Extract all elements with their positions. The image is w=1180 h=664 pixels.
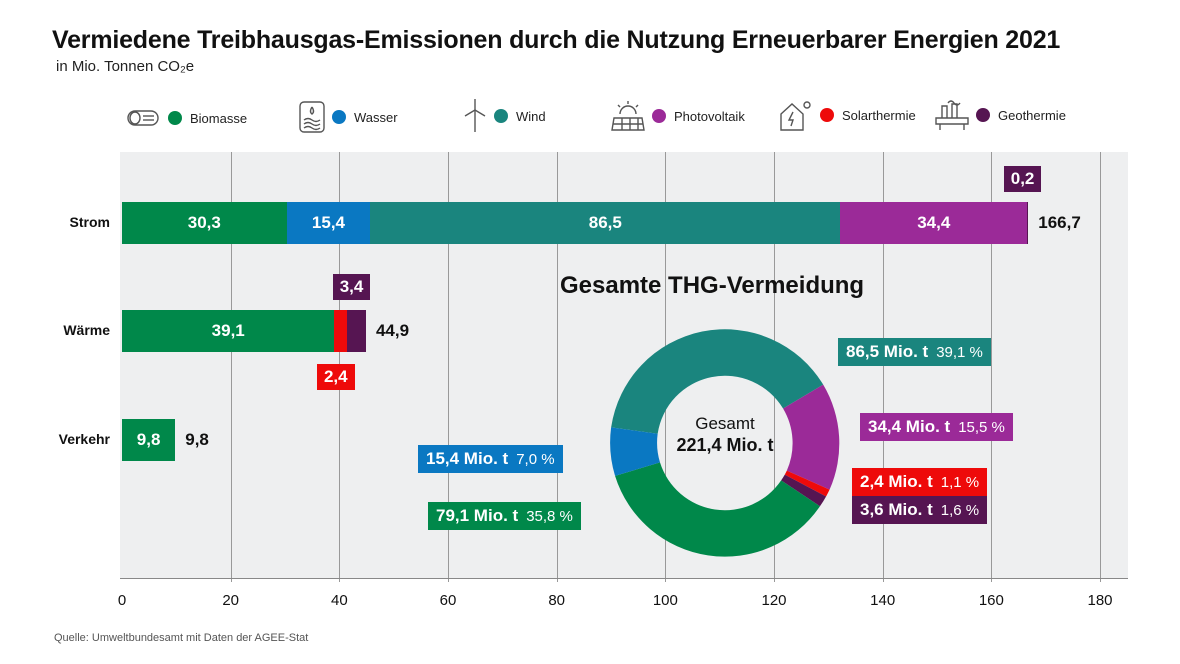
- legend-item-photovoltaik: Photovoltaik: [610, 100, 745, 132]
- legend-dot: [976, 108, 990, 122]
- biomass-log-icon: [127, 110, 159, 126]
- bar-segment-solarthermie: [334, 310, 348, 352]
- legend-dot: [652, 109, 666, 123]
- bar-value-tag: 3,4: [332, 274, 371, 300]
- x-tick-label: 60: [439, 592, 457, 609]
- x-tick-label: 120: [761, 592, 787, 609]
- bar-segment-wind: 86,5: [370, 202, 841, 244]
- callout-percent: 39,1 %: [936, 344, 983, 361]
- bar-value-label: 15,4: [311, 213, 345, 232]
- donut-slice-photovoltaik: [783, 384, 840, 490]
- donut-slice-solarthermie: [784, 470, 830, 497]
- donut-center-value: 221,4 Mio. t: [676, 435, 774, 455]
- category-label: Wärme: [63, 322, 110, 338]
- gridline: [556, 152, 558, 582]
- donut-slice-wind: [611, 329, 824, 434]
- donut-title: Gesamte THG-Vermeidung: [560, 272, 865, 299]
- x-tick-label: 160: [978, 592, 1004, 609]
- bar-value-label: 34,4: [917, 213, 951, 232]
- callout-wind: 86,5 Mio. t 39,1 %: [838, 338, 991, 366]
- bar-value-label: 30,3: [187, 213, 221, 232]
- legend-item-solarthermie: Solarthermie: [778, 98, 916, 132]
- bar-segment-geothermie: [347, 310, 366, 352]
- solar-house-icon: [780, 101, 811, 131]
- bar-value-label: 9,8: [136, 430, 161, 449]
- wind-turbine-icon: [464, 99, 486, 132]
- bar-total-label: 9,8: [185, 430, 209, 449]
- bar-total-label: 166,7: [1038, 213, 1081, 232]
- callout-value: 2,4 Mio. t: [860, 472, 933, 491]
- water-icon: [299, 101, 325, 133]
- callout-photovoltaik: 34,4 Mio. t 15,5 %: [860, 413, 1013, 441]
- gridline: [882, 152, 884, 582]
- gridline: [448, 152, 449, 582]
- legend-dot: [820, 108, 834, 122]
- bar-value-label: 39,1: [211, 321, 245, 340]
- donut-chart: [610, 329, 840, 557]
- legend-label: Wasser: [354, 109, 398, 125]
- bar-segment-wasser: 15,4: [286, 202, 371, 244]
- x-tick-label: 80: [548, 592, 565, 609]
- donut-slice-geothermie: [781, 474, 827, 507]
- callout-percent: 1,1 %: [940, 474, 980, 491]
- legend-item-biomasse: Biomasse: [126, 108, 247, 128]
- bar-segment-geothermie: [1027, 202, 1029, 244]
- callout-biomasse: 79,1 Mio. t 35,8 %: [428, 502, 581, 530]
- donut-center-label: Gesamt: [695, 414, 755, 433]
- x-axis: [120, 578, 1128, 579]
- callout-geothermie: 3,6 Mio. t 1,6 %: [852, 496, 988, 524]
- callout-percent: 7,0 %: [516, 451, 555, 468]
- callout-value: 15,4 Mio. t: [426, 449, 509, 468]
- x-tick-label: 20: [222, 592, 239, 609]
- legend-label: Geothermie: [998, 107, 1066, 123]
- callout-percent: 1,6 %: [940, 502, 980, 519]
- callout-percent: 35,8 %: [526, 508, 573, 525]
- legend-label: Biomasse: [190, 110, 248, 126]
- gridline: [991, 152, 993, 582]
- category-label: Strom: [69, 214, 110, 230]
- category-label: Verkehr: [58, 431, 110, 447]
- legend-item-wasser: Wasser: [298, 100, 398, 134]
- callout-percent: 15,5 %: [958, 419, 1005, 436]
- legend-dot: [494, 109, 508, 123]
- bar-segment-biomasse: 9,8: [122, 419, 176, 461]
- solar-panel-icon: [611, 101, 645, 131]
- donut-slice-wasser: [610, 427, 660, 476]
- bar-segment-photovoltaik: 34,4: [840, 202, 1028, 244]
- bar-value-tag: 0,2: [1003, 166, 1042, 192]
- legend-item-wind: Wind: [462, 98, 546, 134]
- bar-value-tag: 2,4: [316, 364, 355, 390]
- callout-solarthermie: 2,4 Mio. t 1,1 %: [852, 468, 988, 496]
- chart-subtitle: in Mio. Tonnen CO₂e: [56, 58, 195, 75]
- geothermal-plant-icon: [935, 100, 969, 130]
- callout-value: 3,6 Mio. t: [860, 500, 933, 519]
- gridline: [230, 152, 232, 582]
- legend-label: Photovoltaik: [674, 108, 745, 124]
- x-tick-label: 0: [117, 592, 127, 609]
- donut-slice-biomasse: [615, 462, 820, 557]
- bar-segment-biomasse: 30,3: [122, 202, 287, 244]
- callout-value: 79,1 Mio. t: [436, 506, 519, 525]
- x-tick-label: 40: [330, 592, 348, 609]
- legend-label: Wind: [516, 108, 546, 124]
- bar-value-label: 86,5: [588, 213, 622, 232]
- x-tick-label: 180: [1087, 592, 1113, 609]
- gridline: [1100, 152, 1101, 582]
- legend-label: Solarthermie: [842, 107, 916, 123]
- bar-total-label: 44,9: [375, 321, 410, 340]
- x-tick-label: 140: [870, 592, 896, 609]
- x-tick-label: 100: [652, 592, 678, 609]
- legend-dot: [168, 111, 182, 125]
- callout-value: 34,4 Mio. t: [868, 417, 951, 436]
- callout-value: 86,5 Mio. t: [846, 342, 929, 361]
- legend-item-geothermie: Geothermie: [934, 98, 1066, 132]
- bar-segment-biomasse: 39,1: [122, 310, 335, 352]
- legend-dot: [332, 110, 346, 124]
- callout-wasser: 15,4 Mio. t 7,0 %: [418, 445, 563, 473]
- source-note: Quelle: Umweltbundesamt mit Daten der AG…: [54, 632, 309, 644]
- chart-title: Vermiedene Treibhausgas-Emissionen durch…: [52, 26, 1061, 54]
